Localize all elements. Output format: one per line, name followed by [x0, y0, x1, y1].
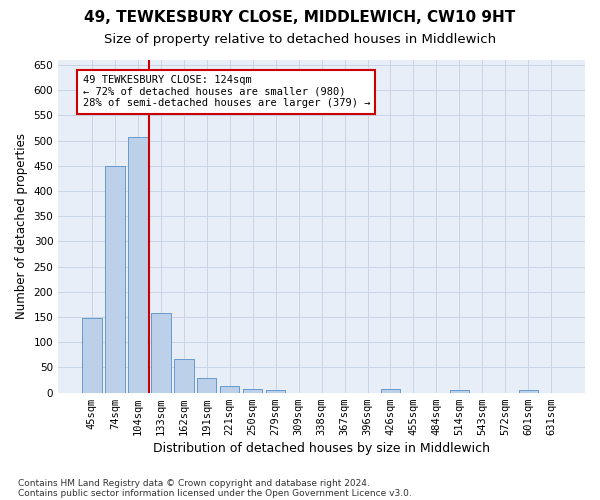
Bar [174, 360, 194, 392]
Bar [449, 390, 469, 392]
Text: Contains HM Land Registry data © Crown copyright and database right 2024.: Contains HM Land Registry data © Crown c… [18, 478, 370, 488]
Text: Size of property relative to detached houses in Middlewich: Size of property relative to detached ho… [104, 32, 496, 46]
Bar [220, 386, 239, 392]
Bar [381, 389, 400, 392]
Bar [518, 390, 538, 392]
Y-axis label: Number of detached properties: Number of detached properties [15, 134, 28, 320]
Text: Contains public sector information licensed under the Open Government Licence v3: Contains public sector information licen… [18, 488, 412, 498]
Text: 49 TEWKESBURY CLOSE: 124sqm
← 72% of detached houses are smaller (980)
28% of se: 49 TEWKESBURY CLOSE: 124sqm ← 72% of det… [83, 75, 370, 108]
Bar [197, 378, 217, 392]
X-axis label: Distribution of detached houses by size in Middlewich: Distribution of detached houses by size … [153, 442, 490, 455]
Bar [151, 313, 170, 392]
Bar [243, 388, 262, 392]
Bar [82, 318, 101, 392]
Bar [128, 137, 148, 392]
Text: 49, TEWKESBURY CLOSE, MIDDLEWICH, CW10 9HT: 49, TEWKESBURY CLOSE, MIDDLEWICH, CW10 9… [85, 10, 515, 25]
Bar [266, 390, 286, 392]
Bar [105, 166, 125, 392]
